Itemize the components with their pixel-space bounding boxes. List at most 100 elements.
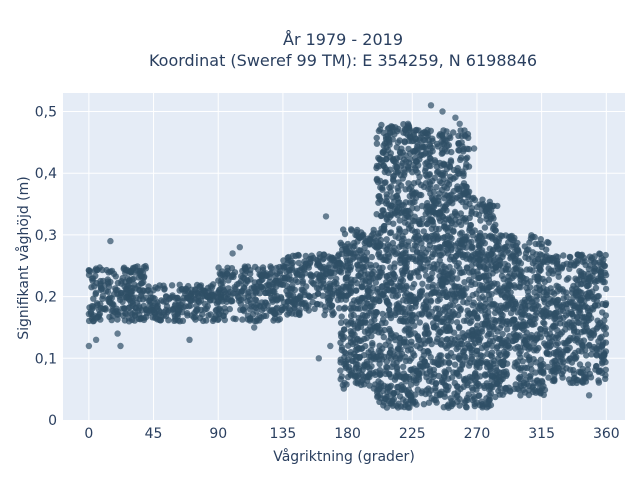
data-point: [401, 257, 408, 265]
data-point: [114, 330, 121, 337]
data-point: [384, 251, 392, 258]
data-point: [247, 315, 254, 322]
data-point: [329, 308, 336, 315]
data-point: [451, 208, 459, 216]
data-point: [103, 266, 110, 274]
data-point: [502, 386, 509, 393]
data-point: [341, 230, 349, 238]
data-point: [543, 246, 550, 253]
data-point: [342, 360, 349, 367]
data-point: [322, 307, 329, 314]
data-point: [566, 253, 573, 261]
data-point: [409, 368, 416, 376]
data-point: [457, 340, 464, 347]
data-point: [583, 282, 591, 290]
data-point: [415, 146, 422, 153]
data-point: [288, 261, 295, 268]
data-point: [420, 228, 427, 235]
data-point: [461, 279, 468, 286]
data-point: [528, 305, 536, 312]
data-point: [402, 152, 409, 159]
data-point: [435, 225, 443, 233]
data-point: [117, 296, 124, 303]
data-point: [298, 273, 306, 281]
data-point: [379, 310, 386, 318]
data-point: [537, 362, 544, 370]
data-point: [524, 335, 531, 343]
data-point: [411, 352, 418, 359]
data-point: [393, 144, 400, 151]
data-point: [441, 191, 448, 198]
data-point: [436, 257, 443, 264]
data-point: [502, 368, 510, 375]
data-point: [410, 180, 418, 187]
data-point: [485, 340, 492, 348]
data-point: [413, 126, 420, 134]
data-point: [266, 274, 273, 281]
data-point: [462, 155, 470, 163]
data-point: [192, 296, 199, 303]
data-point: [400, 363, 407, 370]
data-point: [361, 267, 368, 274]
data-point: [503, 326, 511, 333]
data-point: [286, 309, 293, 317]
data-point: [571, 327, 578, 334]
data-point: [281, 263, 288, 270]
data-point: [408, 338, 415, 345]
data-point: [282, 303, 289, 310]
data-point: [453, 345, 460, 353]
data-point: [404, 163, 412, 170]
data-point: [338, 292, 345, 300]
data-point: [234, 293, 241, 300]
data-point: [139, 269, 147, 277]
data-point: [521, 243, 528, 250]
data-point: [451, 284, 459, 291]
data-point: [429, 358, 437, 366]
data-point: [445, 142, 452, 149]
data-point: [412, 391, 419, 398]
data-point: [368, 318, 375, 325]
data-point: [514, 245, 521, 253]
data-point: [424, 259, 431, 266]
data-point: [266, 278, 273, 286]
data-point: [488, 282, 496, 290]
data-point: [347, 312, 355, 320]
data-point: [545, 239, 552, 247]
data-point: [544, 363, 552, 371]
data-point: [387, 343, 394, 350]
data-point: [448, 335, 455, 343]
data-point: [197, 314, 204, 322]
data-point: [575, 251, 582, 259]
data-point: [511, 259, 518, 266]
data-point: [418, 202, 426, 210]
data-point: [357, 323, 365, 330]
data-point: [449, 268, 457, 275]
data-point: [573, 277, 581, 284]
data-point: [382, 367, 389, 374]
x-tick-label: 135: [270, 426, 297, 442]
data-point: [368, 253, 375, 261]
data-point: [153, 303, 161, 311]
data-point: [399, 271, 407, 278]
data-point: [396, 373, 404, 380]
data-point: [426, 141, 433, 148]
data-point: [484, 332, 491, 339]
data-point: [412, 314, 420, 321]
data-point: [114, 311, 121, 318]
data-point: [488, 373, 496, 380]
data-point: [499, 330, 506, 338]
data-point: [598, 342, 606, 350]
data-point: [251, 324, 258, 331]
data-point: [328, 302, 335, 309]
data-point: [489, 384, 496, 391]
data-point: [457, 289, 464, 297]
data-point: [204, 303, 211, 310]
data-point: [519, 358, 526, 365]
data-point: [446, 163, 454, 170]
data-point: [443, 185, 451, 192]
data-point: [485, 309, 492, 316]
data-point: [539, 379, 546, 386]
data-point: [590, 330, 598, 337]
data-point: [525, 391, 533, 399]
data-point: [405, 331, 413, 339]
